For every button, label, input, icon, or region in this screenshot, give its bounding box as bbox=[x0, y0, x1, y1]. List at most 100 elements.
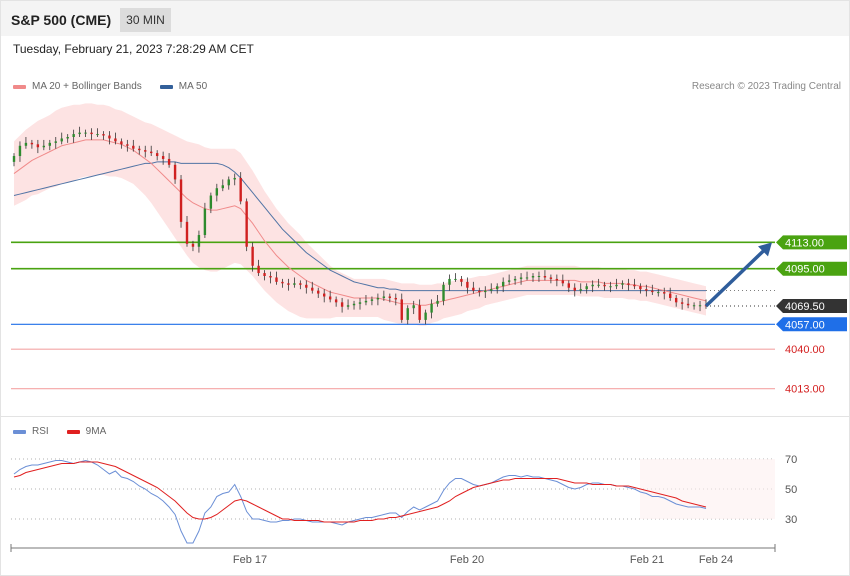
candle-body bbox=[484, 290, 487, 293]
timeframe-badge[interactable]: 30 MIN bbox=[120, 8, 171, 32]
x-tick-label: Feb 17 bbox=[233, 554, 267, 566]
candle-body bbox=[114, 138, 117, 142]
candle-body bbox=[543, 276, 547, 278]
rsi-legend: RSI 9MA bbox=[13, 426, 106, 437]
candle-body bbox=[549, 277, 553, 279]
timestamp: Tuesday, February 21, 2023 7:28:29 AM CE… bbox=[13, 42, 254, 56]
bollinger-band bbox=[14, 103, 706, 326]
candle-body bbox=[227, 179, 230, 186]
legend-label-rsi: RSI bbox=[32, 426, 49, 437]
candle-body bbox=[674, 297, 678, 303]
level-label-0: 4113.00 bbox=[785, 237, 824, 249]
level-label-2: 4069.50 bbox=[785, 301, 825, 313]
candle-body bbox=[24, 142, 28, 146]
candle-body bbox=[340, 302, 344, 307]
candle-body bbox=[18, 145, 22, 157]
candle-body bbox=[317, 290, 320, 294]
candle-body bbox=[430, 303, 433, 313]
candle-body bbox=[287, 283, 290, 285]
price-chart[interactable]: 4113.00 4095.00 4069.50 4057.00 4040.00 4013.… bbox=[0, 0, 850, 416]
candle-body bbox=[281, 281, 284, 284]
candle-body bbox=[370, 299, 374, 301]
candle-body bbox=[555, 278, 559, 281]
candle-body bbox=[424, 312, 427, 320]
candle-body bbox=[293, 283, 296, 285]
candle-body bbox=[78, 132, 81, 135]
candle-body bbox=[388, 296, 392, 298]
candle-body bbox=[323, 293, 326, 297]
legend-label-ma20: MA 20 + Bollinger Bands bbox=[32, 81, 142, 92]
x-tick-label: Feb 20 bbox=[450, 554, 484, 566]
instrument-title: S&P 500 (CME) bbox=[11, 12, 112, 28]
candle-body bbox=[478, 290, 481, 293]
candle-body bbox=[346, 305, 350, 307]
candle-body bbox=[603, 284, 606, 287]
level-label-4: 4040.00 bbox=[785, 344, 825, 356]
candle-body bbox=[245, 201, 248, 247]
candle-body bbox=[692, 305, 696, 307]
candle-body bbox=[167, 158, 171, 165]
candle-body bbox=[66, 137, 69, 139]
candle-body bbox=[466, 281, 469, 288]
candle-body bbox=[633, 284, 636, 287]
candle-body bbox=[328, 296, 332, 300]
candle-body bbox=[597, 284, 600, 286]
candle-body bbox=[579, 289, 582, 291]
candle-body bbox=[686, 303, 690, 306]
candle-body bbox=[472, 287, 475, 291]
rsi-tick-label: 70 bbox=[785, 454, 797, 466]
legend-swatch-ma50 bbox=[159, 84, 173, 89]
rsi-line bbox=[13, 459, 707, 544]
level-tag-2 bbox=[776, 299, 847, 313]
candle-body bbox=[179, 179, 183, 222]
research-credit: Research © 2023 Trading Central bbox=[691, 81, 841, 92]
rsi-ma9-line bbox=[13, 461, 707, 523]
candle-body bbox=[209, 195, 213, 209]
level-label-3: 4057.00 bbox=[785, 319, 825, 331]
candle-body bbox=[54, 141, 57, 143]
candle-body bbox=[138, 148, 141, 151]
candle-body bbox=[275, 277, 278, 282]
price-legend: MA 20 + Bollinger Bands MA 50 bbox=[13, 81, 207, 92]
candle-body bbox=[436, 300, 439, 304]
candle-body bbox=[155, 153, 159, 157]
rsi-chart[interactable]: 70 50 30 Feb 17 Feb 20 Feb 21 Feb 24 bbox=[0, 416, 850, 576]
candle-body bbox=[573, 287, 576, 291]
candle-body bbox=[561, 280, 565, 284]
candle-body bbox=[412, 305, 415, 309]
candle-body bbox=[102, 134, 105, 136]
candle-body bbox=[448, 278, 451, 285]
candle-body bbox=[173, 164, 177, 180]
candle-body bbox=[257, 265, 260, 274]
candle-body bbox=[84, 132, 87, 134]
candle-body bbox=[609, 286, 612, 288]
level-label-1: 4095.00 bbox=[785, 264, 825, 276]
candle-body bbox=[639, 286, 642, 290]
x-tick-label: Feb 24 bbox=[699, 554, 733, 566]
candle-body bbox=[460, 278, 463, 282]
candle-body bbox=[60, 138, 63, 142]
candle-body bbox=[191, 243, 195, 247]
legend-swatch-9ma bbox=[66, 429, 80, 434]
candle-body bbox=[358, 302, 362, 304]
candle-body bbox=[36, 144, 40, 148]
header-bar: S&P 500 (CME) 30 MIN bbox=[1, 1, 849, 36]
level-tag-0 bbox=[776, 235, 847, 250]
candle-body bbox=[454, 278, 457, 280]
candle-body bbox=[525, 277, 529, 279]
candle-body bbox=[442, 284, 445, 301]
legend-label-9ma: 9MA bbox=[85, 426, 107, 437]
candle-body bbox=[680, 302, 684, 304]
candle-body bbox=[161, 156, 165, 159]
candle-body bbox=[519, 277, 523, 279]
candle-body bbox=[269, 276, 272, 278]
candle-body bbox=[30, 142, 34, 145]
candle-body bbox=[669, 293, 672, 298]
candle-body bbox=[144, 150, 147, 152]
candle-body bbox=[108, 135, 111, 139]
candle-body bbox=[513, 278, 517, 281]
candle-body bbox=[627, 283, 630, 285]
ma50-line bbox=[13, 161, 706, 292]
level-tag-1 bbox=[776, 261, 847, 276]
rsi-tick-label: 50 bbox=[785, 484, 797, 496]
